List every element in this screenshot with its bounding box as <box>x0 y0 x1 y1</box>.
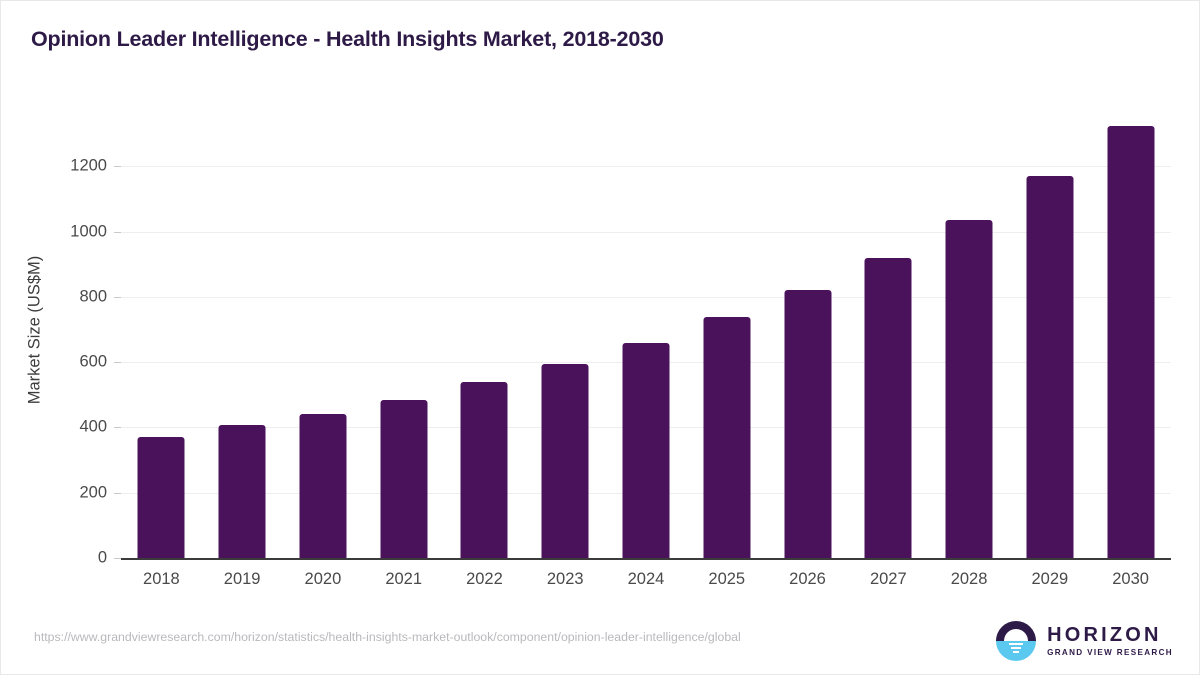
bar[interactable] <box>703 317 751 558</box>
x-axis-tick-label: 2022 <box>466 570 503 588</box>
horizon-logo-icon <box>994 619 1038 663</box>
gridline <box>121 166 1171 168</box>
y-axis-tick-label: 1000 <box>70 222 107 241</box>
x-axis-tick-label: 2030 <box>1112 570 1149 588</box>
bar[interactable] <box>1107 126 1155 558</box>
y-axis-tick-mark <box>114 296 121 298</box>
y-axis-title: Market Size (US$M) <box>25 255 44 404</box>
bar[interactable] <box>945 220 993 558</box>
x-axis-tick-label: 2025 <box>708 570 746 588</box>
bar[interactable] <box>784 289 832 558</box>
source-url[interactable]: https://www.grandviewresearch.com/horizo… <box>34 630 741 644</box>
bar-slot: 2024 <box>606 101 687 588</box>
horizon-logo: HORIZON GRAND VIEW RESEARCH <box>994 619 1173 663</box>
x-axis-tick-label: 2021 <box>385 570 423 588</box>
y-axis-tick-mark <box>114 558 121 559</box>
bar-slot: 2019 <box>202 101 283 588</box>
gridline <box>121 558 1171 560</box>
y-axis-tick-label: 600 <box>79 352 107 371</box>
horizon-logo-text: HORIZON GRAND VIEW RESEARCH <box>1047 623 1173 658</box>
y-axis-tick-mark <box>114 492 121 494</box>
bar-slot: 2025 <box>686 101 767 588</box>
bar[interactable] <box>218 425 266 558</box>
x-axis-tick-label: 2027 <box>869 570 907 588</box>
bar[interactable] <box>299 414 347 558</box>
bar-slot: 2030 <box>1090 101 1171 588</box>
bar[interactable] <box>380 400 428 558</box>
bar-slot: 2027 <box>848 101 929 588</box>
chart-title: Opinion Leader Intelligence - Health Ins… <box>31 27 664 51</box>
y-axis-tick-mark <box>114 231 121 233</box>
x-axis-tick-label: 2023 <box>546 570 584 588</box>
bar-slot: 2022 <box>444 101 525 588</box>
y-axis-tick-mark <box>114 166 121 168</box>
bar-slot: 2021 <box>363 101 444 588</box>
bar[interactable] <box>864 258 912 558</box>
y-axis-tick-label: 800 <box>79 287 107 306</box>
x-axis-tick-label: 2020 <box>304 570 342 588</box>
y-axis-tick-label: 400 <box>79 417 107 436</box>
gridline <box>121 296 1171 298</box>
x-axis-tick-label: 2026 <box>789 570 826 588</box>
bar-slot: 2026 <box>767 101 848 588</box>
y-axis-tick-label: 1200 <box>70 156 107 175</box>
x-axis-tick-label: 2018 <box>143 570 180 588</box>
bar[interactable] <box>622 343 670 558</box>
bar[interactable] <box>541 363 589 558</box>
gridline <box>121 231 1171 233</box>
bar-slot: 2020 <box>283 101 364 588</box>
logo-subtitle: GRAND VIEW RESEARCH <box>1047 647 1173 657</box>
y-axis-tick-mark <box>114 362 121 364</box>
x-axis-tick-label: 2024 <box>627 570 665 588</box>
bar-slot: 2018 <box>121 101 202 588</box>
x-axis-tick-label: 2029 <box>1031 570 1069 588</box>
bar[interactable] <box>460 382 508 558</box>
x-axis-tick-label: 2019 <box>223 570 261 588</box>
y-axis-tick-mark <box>114 427 121 429</box>
bar-slot: 2028 <box>929 101 1010 588</box>
plot-area: Market Size (US$M) 0 200 400 600 800 1000 1200… <box>26 101 1171 588</box>
bar-slot: 2029 <box>1009 101 1090 588</box>
bar-series: 2018 2019 2020 2021 2022 2023 2024 2025 2026 2027… <box>121 101 1171 588</box>
logo-title: HORIZON <box>1047 623 1162 646</box>
x-axis-tick-label: 2028 <box>950 570 988 588</box>
y-axis-tick-label: 0 <box>97 548 107 567</box>
bar[interactable] <box>1026 176 1074 558</box>
bar-slot: 2023 <box>525 101 606 588</box>
bar[interactable] <box>137 436 185 558</box>
y-axis-tick-label: 200 <box>79 483 107 502</box>
